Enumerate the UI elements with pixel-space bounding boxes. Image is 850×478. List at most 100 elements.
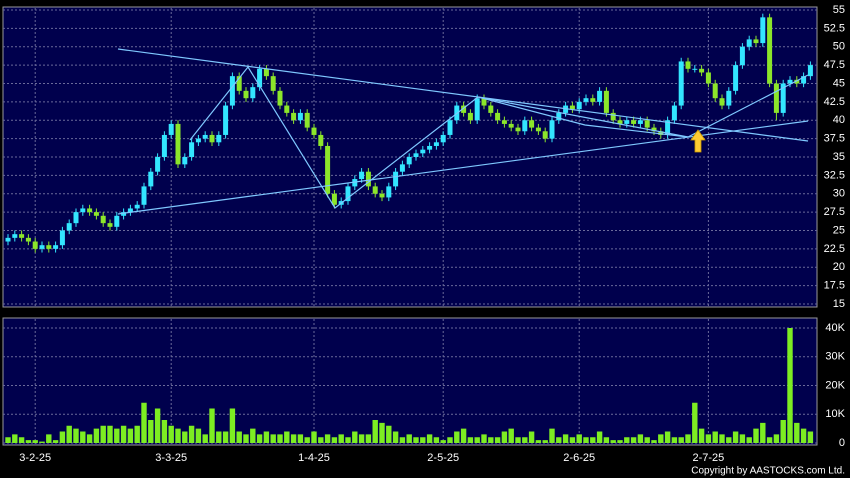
y-tick-label: 42.5 — [824, 96, 845, 108]
candle-body — [760, 17, 766, 44]
volume-tick-label: 30K — [825, 351, 845, 363]
volume-bar — [637, 434, 644, 443]
volume-bar — [154, 408, 161, 443]
candle-body — [291, 112, 297, 121]
candle-body — [263, 68, 269, 77]
candle-body — [719, 98, 725, 106]
volume-bar — [596, 431, 603, 443]
candle-body — [420, 149, 426, 154]
volume-bar — [603, 437, 610, 443]
volume-bar — [284, 431, 290, 443]
volume-tick-label: 20K — [825, 379, 845, 391]
candle-body — [529, 120, 535, 128]
volume-bar — [406, 434, 412, 443]
candle-body — [114, 215, 120, 227]
volume-bar — [413, 437, 419, 443]
y-tick-label: 35 — [833, 151, 845, 163]
candle-body — [297, 112, 303, 121]
volume-bar — [658, 434, 664, 443]
candle-body — [386, 186, 392, 198]
volume-bar — [549, 428, 555, 443]
candle-body — [141, 186, 147, 205]
candle-body — [576, 101, 582, 110]
volume-bar — [59, 431, 66, 443]
volume-bar — [807, 431, 814, 443]
candle-body — [209, 134, 215, 143]
y-tick-label: 50 — [833, 41, 845, 53]
candle-body — [665, 120, 671, 135]
volume-bar — [515, 437, 521, 443]
volume-bar — [488, 437, 494, 443]
candle-body — [644, 120, 650, 128]
y-tick-label: 30 — [833, 188, 845, 200]
candle-body — [80, 208, 86, 213]
candle-body — [25, 237, 31, 242]
x-tick-label: 3-3-25 — [155, 452, 187, 464]
volume-bar — [270, 434, 276, 443]
volume-bar — [290, 434, 297, 443]
volume-bar — [746, 437, 752, 443]
volume-bar — [277, 434, 283, 443]
y-tick-label: 47.5 — [824, 59, 845, 71]
candle-body — [393, 171, 399, 187]
candle-body — [12, 234, 18, 238]
candle-body — [481, 98, 487, 106]
candle-body — [794, 79, 800, 84]
candle-body — [32, 241, 38, 249]
volume-bar — [590, 437, 596, 443]
candle-body — [610, 112, 616, 121]
y-tick-label: 55 — [833, 4, 845, 16]
candle-body — [331, 193, 337, 205]
candle-body — [522, 120, 528, 132]
volume-bar — [86, 434, 93, 443]
y-tick-label: 45 — [833, 77, 845, 89]
volume-bar — [542, 440, 548, 443]
volume-bar — [345, 437, 351, 443]
candle-body — [318, 134, 324, 146]
volume-bar — [692, 402, 698, 443]
candle-body — [583, 98, 589, 102]
candle-body — [705, 72, 711, 84]
volume-bar — [460, 428, 467, 443]
volume-bar — [304, 437, 310, 443]
candle-body — [243, 90, 249, 99]
volume-bar — [528, 431, 535, 443]
volume-bar — [311, 431, 317, 443]
candle-body — [270, 76, 276, 91]
candle-body — [515, 127, 521, 132]
candle-body — [467, 112, 473, 121]
volume-bar — [182, 431, 188, 443]
candle-body — [474, 98, 480, 121]
candle-body — [406, 157, 412, 165]
volume-bar — [481, 434, 487, 443]
volume-bar — [617, 440, 623, 443]
wave-line — [189, 65, 809, 209]
volume-bar — [39, 441, 45, 443]
volume-bar — [474, 437, 480, 443]
candle-body — [87, 208, 93, 213]
volume-bar — [100, 425, 106, 443]
candle-body — [5, 237, 11, 242]
volume-bar — [501, 431, 508, 443]
volume-bar — [712, 431, 718, 443]
candle-body — [304, 112, 310, 128]
volume-bar — [372, 420, 378, 443]
candle-body — [726, 90, 732, 106]
volume-bar — [331, 437, 338, 443]
candle-body — [753, 39, 759, 44]
volume-bar — [216, 431, 222, 443]
volume-bar — [671, 437, 678, 443]
candle-body — [182, 157, 188, 165]
candle-body — [195, 138, 201, 143]
candle-body — [168, 123, 174, 135]
x-tick-label: 1-4-25 — [298, 452, 330, 464]
candle-body — [556, 112, 562, 121]
volume-bar — [630, 437, 637, 443]
candle-body — [787, 79, 793, 84]
volume-bar — [678, 437, 684, 443]
volume-bar — [726, 437, 732, 443]
volume-bar — [760, 422, 766, 443]
volume-bar — [358, 434, 365, 443]
volume-bar — [399, 437, 406, 443]
candle-body — [399, 164, 405, 172]
